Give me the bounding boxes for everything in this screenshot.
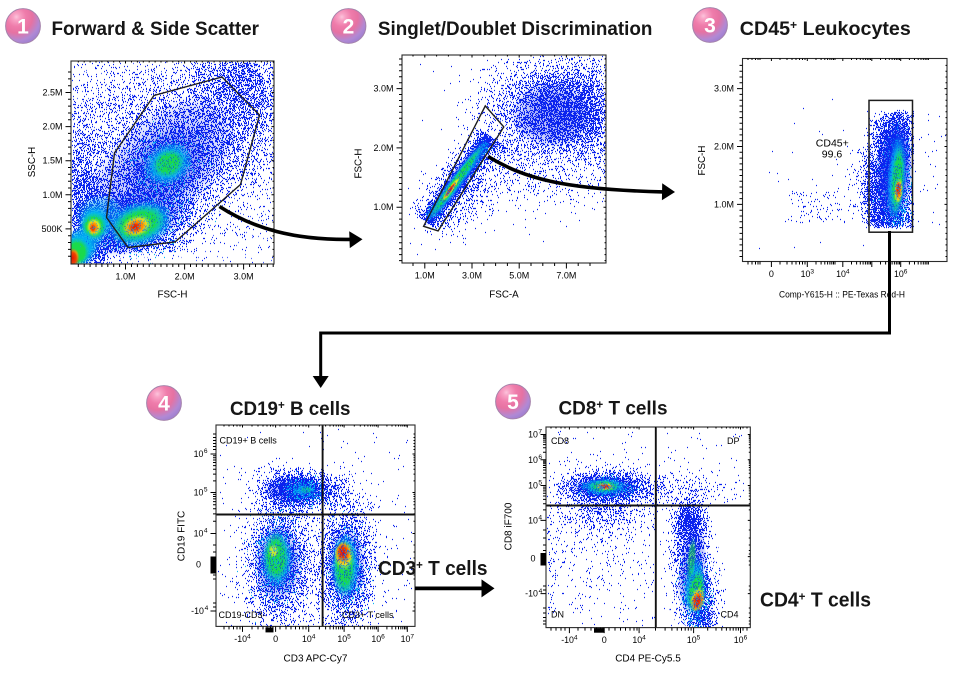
svg-text:7: 7	[538, 429, 542, 436]
svg-text:5: 5	[204, 487, 208, 494]
svg-text:CD3 APC-Cy7: CD3 APC-Cy7	[284, 654, 348, 665]
svg-text:Forward & Side Scatter: Forward & Side Scatter	[52, 18, 260, 40]
svg-text:0: 0	[530, 554, 535, 564]
svg-text:FSC-H: FSC-H	[158, 290, 188, 301]
svg-text:4: 4	[205, 605, 209, 612]
svg-text:10: 10	[194, 488, 204, 498]
svg-text:104: 104	[632, 635, 646, 646]
svg-text:CD3+ T cells: CD3+ T cells	[342, 610, 394, 620]
svg-text:99.6: 99.6	[822, 148, 843, 160]
svg-text:CD8: CD8	[551, 436, 569, 446]
svg-text:2.0M: 2.0M	[175, 272, 195, 282]
svg-text:3.0M: 3.0M	[234, 272, 254, 282]
svg-text:CD19+ B cells: CD19+ B cells	[220, 436, 278, 446]
svg-text:4: 4	[538, 515, 542, 522]
svg-text:0: 0	[196, 560, 201, 570]
svg-text:Singlet/Doublet Discrimination: Singlet/Doublet Discrimination	[378, 18, 653, 40]
svg-text:1.5M: 1.5M	[42, 156, 62, 166]
svg-text:106: 106	[894, 269, 908, 280]
svg-text:CD4: CD4	[720, 610, 738, 620]
svg-text:CD3+ T cells: CD3+ T cells	[378, 558, 488, 580]
svg-text:105: 105	[687, 635, 701, 646]
svg-text:-104: -104	[234, 633, 251, 644]
svg-text:CD45+ Leukocytes: CD45+ Leukocytes	[740, 18, 911, 40]
svg-text:10: 10	[528, 455, 538, 465]
svg-text:4: 4	[158, 393, 170, 416]
svg-text:1.0M: 1.0M	[373, 202, 393, 212]
svg-text:CD45+: CD45+	[816, 137, 849, 149]
svg-text:CD4 PE-Cy5.5: CD4 PE-Cy5.5	[615, 654, 681, 665]
svg-text:FSC-H: FSC-H	[697, 146, 708, 176]
svg-text:1: 1	[17, 16, 29, 39]
svg-text:10: 10	[528, 515, 538, 525]
svg-text:0: 0	[273, 634, 278, 644]
svg-text:3: 3	[704, 15, 716, 38]
svg-text:DN: DN	[551, 610, 564, 620]
svg-text:CD4+ T cells: CD4+ T cells	[760, 590, 871, 612]
svg-text:107: 107	[401, 633, 415, 644]
svg-text:4: 4	[539, 588, 543, 595]
svg-text:FSC-H: FSC-H	[354, 149, 365, 179]
svg-text:1.0M: 1.0M	[714, 199, 734, 209]
svg-text:DP: DP	[727, 436, 740, 446]
svg-text:3.0M: 3.0M	[462, 271, 482, 281]
svg-text:CD19-CD3-: CD19-CD3-	[219, 610, 266, 620]
svg-text:Comp-Y615-H :: PE-Texas Red-H: Comp-Y615-H :: PE-Texas Red-H	[779, 290, 905, 301]
svg-text:CD8+ T cells: CD8+ T cells	[559, 398, 668, 420]
svg-text:105: 105	[337, 633, 351, 644]
svg-text:1.0M: 1.0M	[116, 272, 136, 282]
svg-text:4: 4	[204, 528, 208, 535]
svg-text:2.0M: 2.0M	[714, 142, 734, 152]
svg-text:10: 10	[528, 430, 538, 440]
svg-text:10: 10	[194, 449, 204, 459]
svg-text:FSC-A: FSC-A	[489, 290, 519, 301]
svg-text:3.0M: 3.0M	[373, 84, 393, 94]
svg-text:6: 6	[204, 448, 208, 455]
svg-text:CD8 iF700: CD8 iF700	[504, 502, 515, 550]
svg-text:5.0M: 5.0M	[509, 271, 529, 281]
svg-text:10: 10	[194, 529, 204, 539]
svg-text:7.0M: 7.0M	[556, 271, 576, 281]
svg-text:CD19+ B cells: CD19+ B cells	[230, 398, 351, 420]
svg-text:2: 2	[343, 16, 355, 39]
svg-text:10: 10	[528, 481, 538, 491]
svg-text:-104: -104	[561, 635, 578, 646]
svg-text:SSC-H: SSC-H	[27, 147, 38, 177]
svg-text:-10: -10	[191, 606, 204, 616]
svg-text:0: 0	[602, 635, 607, 645]
svg-text:1.0M: 1.0M	[42, 190, 62, 200]
svg-text:-10: -10	[525, 589, 538, 599]
svg-text:6: 6	[538, 454, 542, 461]
svg-text:3.0M: 3.0M	[714, 84, 734, 94]
svg-text:104: 104	[302, 633, 316, 644]
svg-text:CD19 FITC: CD19 FITC	[177, 511, 188, 562]
svg-text:103: 103	[801, 269, 815, 280]
svg-text:2.0M: 2.0M	[373, 143, 393, 153]
svg-text:500K: 500K	[41, 224, 62, 234]
svg-text:2.5M: 2.5M	[42, 88, 62, 98]
svg-text:106: 106	[371, 633, 385, 644]
svg-text:2.0M: 2.0M	[42, 122, 62, 132]
svg-text:1.0M: 1.0M	[415, 271, 435, 281]
svg-text:106: 106	[734, 635, 748, 646]
svg-text:0: 0	[769, 269, 774, 279]
svg-text:5: 5	[507, 391, 519, 414]
svg-text:104: 104	[836, 269, 850, 280]
svg-text:5: 5	[538, 480, 542, 487]
